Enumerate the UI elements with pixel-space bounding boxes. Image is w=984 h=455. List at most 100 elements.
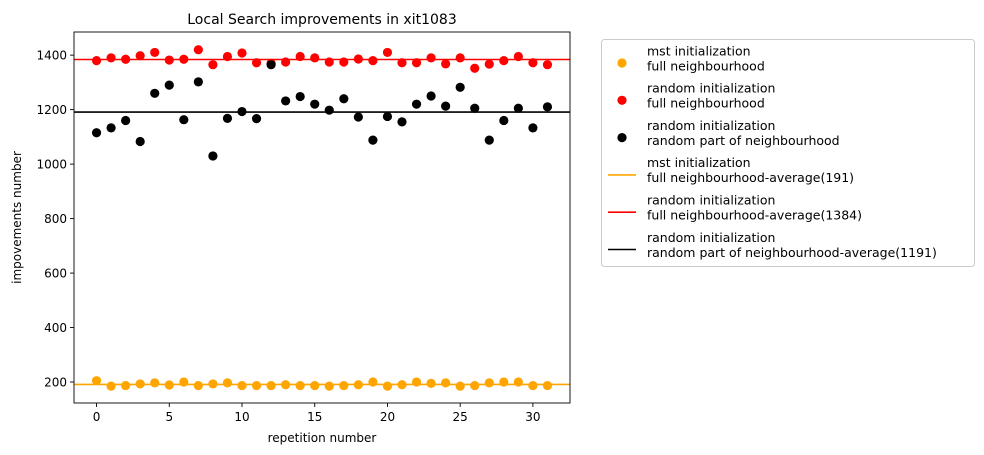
y-tick-label: 400 — [44, 321, 67, 335]
point-series-1-13 — [281, 57, 291, 67]
point-series-1-10 — [237, 48, 247, 58]
point-series-2-13 — [281, 96, 291, 106]
point-series-0-13 — [281, 380, 291, 390]
x-tick-label: 10 — [234, 410, 249, 424]
point-series-0-3 — [135, 379, 145, 389]
y-tick-label: 1400 — [36, 48, 67, 62]
point-series-2-12 — [266, 60, 276, 70]
point-series-0-28 — [499, 377, 509, 387]
point-series-0-6 — [179, 377, 189, 387]
point-series-1-24 — [441, 59, 451, 69]
x-tick-label: 15 — [307, 410, 322, 424]
point-series-0-30 — [528, 380, 538, 391]
point-series-1-2 — [121, 54, 131, 64]
point-series-2-6 — [179, 115, 189, 125]
point-series-1-19 — [368, 56, 378, 66]
point-series-0-17 — [339, 380, 349, 391]
point-series-0-10 — [237, 380, 247, 391]
legend: mst initialization full neighbourhood rand… — [601, 39, 975, 267]
point-series-1-16 — [324, 57, 334, 67]
legend-marker-2 — [617, 133, 627, 143]
point-series-1-0 — [91, 56, 102, 66]
point-series-0-22 — [411, 377, 422, 387]
point-series-0-15 — [310, 380, 320, 391]
point-series-1-21 — [397, 58, 407, 68]
legend-label-0: mst initialization full neighbourhood — [647, 43, 765, 73]
plot-area — [74, 32, 570, 403]
point-series-1-5 — [164, 55, 174, 65]
point-series-1-3 — [135, 51, 145, 61]
point-series-1-30 — [528, 58, 538, 68]
point-series-2-5 — [164, 80, 174, 90]
point-series-0-11 — [251, 380, 262, 391]
point-series-1-22 — [411, 58, 422, 68]
point-series-0-14 — [295, 380, 305, 391]
x-tick-label: 0 — [93, 410, 101, 424]
point-series-0-0 — [91, 376, 102, 386]
point-series-2-22 — [411, 99, 422, 109]
point-series-2-11 — [251, 114, 262, 124]
y-axis-ticks: 200 400 600 800 1000 1200 1400 — [36, 48, 74, 389]
point-series-2-8 — [208, 151, 218, 161]
legend-marker-0 — [617, 58, 627, 68]
point-series-0-24 — [441, 378, 451, 388]
point-series-2-7 — [193, 77, 203, 87]
point-series-1-18 — [353, 54, 363, 64]
x-tick-label: 30 — [525, 410, 540, 424]
point-series-2-19 — [368, 135, 378, 145]
point-series-2-0 — [91, 128, 102, 138]
point-series-1-28 — [499, 56, 509, 66]
point-series-1-17 — [339, 57, 349, 67]
point-series-0-18 — [353, 380, 363, 390]
point-series-1-6 — [179, 54, 189, 64]
y-tick-label: 600 — [44, 266, 67, 280]
y-axis-label: impovements number — [10, 151, 24, 284]
point-series-1-8 — [208, 60, 218, 70]
point-series-0-21 — [397, 380, 407, 390]
point-series-2-26 — [470, 103, 480, 113]
point-series-0-16 — [324, 381, 334, 391]
data-points — [91, 45, 553, 391]
point-series-1-11 — [251, 58, 262, 68]
legend-entries: mst initialization full neighbourhood rand… — [608, 43, 937, 260]
point-series-2-9 — [222, 113, 233, 123]
point-series-2-2 — [121, 115, 131, 126]
point-series-2-29 — [513, 103, 523, 113]
point-series-2-4 — [150, 88, 160, 98]
point-series-0-5 — [164, 380, 174, 390]
point-series-1-14 — [295, 51, 305, 62]
point-series-1-1 — [106, 53, 116, 63]
point-series-2-1 — [106, 123, 116, 133]
point-series-2-28 — [499, 115, 509, 126]
point-series-0-2 — [121, 380, 131, 391]
plot-frame — [73, 31, 571, 404]
point-series-0-31 — [542, 380, 553, 391]
point-series-1-4 — [150, 47, 160, 58]
point-series-2-23 — [426, 91, 436, 101]
legend-marker-1 — [617, 95, 627, 105]
legend-label-1: random initialization full neighbourhood — [647, 81, 775, 111]
point-series-0-4 — [150, 378, 160, 388]
y-tick-label: 1200 — [36, 103, 67, 117]
point-series-2-27 — [484, 135, 494, 145]
point-series-1-7 — [193, 45, 203, 55]
x-tick-label: 25 — [453, 410, 468, 424]
point-series-0-8 — [208, 379, 218, 389]
point-series-2-20 — [382, 111, 393, 122]
point-series-2-15 — [310, 99, 320, 109]
point-series-2-16 — [324, 105, 334, 115]
legend-label-3: mst initialization full neighbourhood-ave… — [647, 155, 854, 185]
point-series-0-27 — [484, 378, 494, 388]
point-series-0-7 — [193, 380, 203, 391]
point-series-0-26 — [470, 380, 480, 391]
x-tick-label: 5 — [165, 410, 173, 424]
point-series-2-21 — [397, 117, 407, 127]
point-series-2-31 — [542, 102, 553, 112]
point-series-0-19 — [368, 377, 378, 387]
x-tick-label: 20 — [380, 410, 395, 424]
point-series-2-30 — [528, 123, 538, 133]
legend-label-4: random initialization full neighbourhood-… — [647, 193, 862, 223]
point-series-2-17 — [339, 94, 349, 104]
y-tick-label: 800 — [44, 212, 67, 226]
